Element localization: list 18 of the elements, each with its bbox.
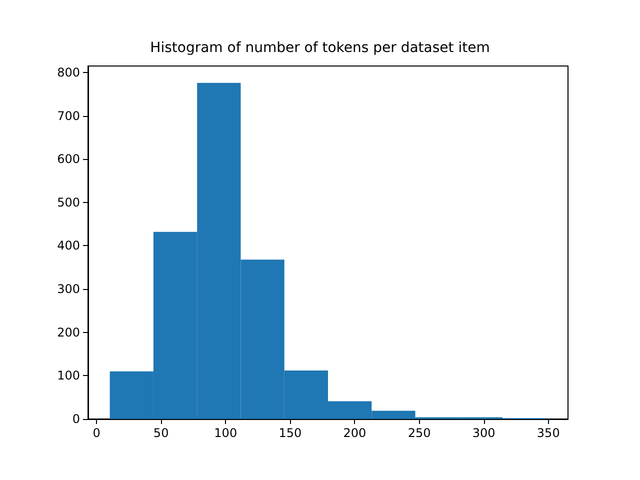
y-tick-label: 500 bbox=[57, 195, 80, 210]
y-tick-label: 700 bbox=[57, 108, 80, 123]
x-tick-label: 200 bbox=[343, 426, 366, 440]
x-tick-label: 100 bbox=[214, 426, 238, 440]
x-tick-label: 350 bbox=[536, 426, 560, 440]
y-tick-label: 0 bbox=[72, 412, 80, 426]
y-tick-label: 200 bbox=[57, 325, 80, 340]
y-tick-label: 600 bbox=[57, 152, 80, 166]
x-tick-label: 50 bbox=[153, 426, 169, 440]
chart-title: Histogram of number of tokens per dataset item bbox=[150, 40, 490, 56]
x-tick-label: 0 bbox=[92, 426, 100, 440]
y-tick-label: 800 bbox=[57, 65, 80, 80]
x-tick-label: 300 bbox=[472, 426, 496, 440]
y-tick-label: 400 bbox=[57, 238, 80, 253]
y-tick-label: 100 bbox=[57, 368, 80, 383]
y-tick-label: 300 bbox=[57, 282, 80, 296]
x-tick-label: 250 bbox=[408, 426, 431, 440]
x-tick-label: 150 bbox=[278, 426, 302, 440]
